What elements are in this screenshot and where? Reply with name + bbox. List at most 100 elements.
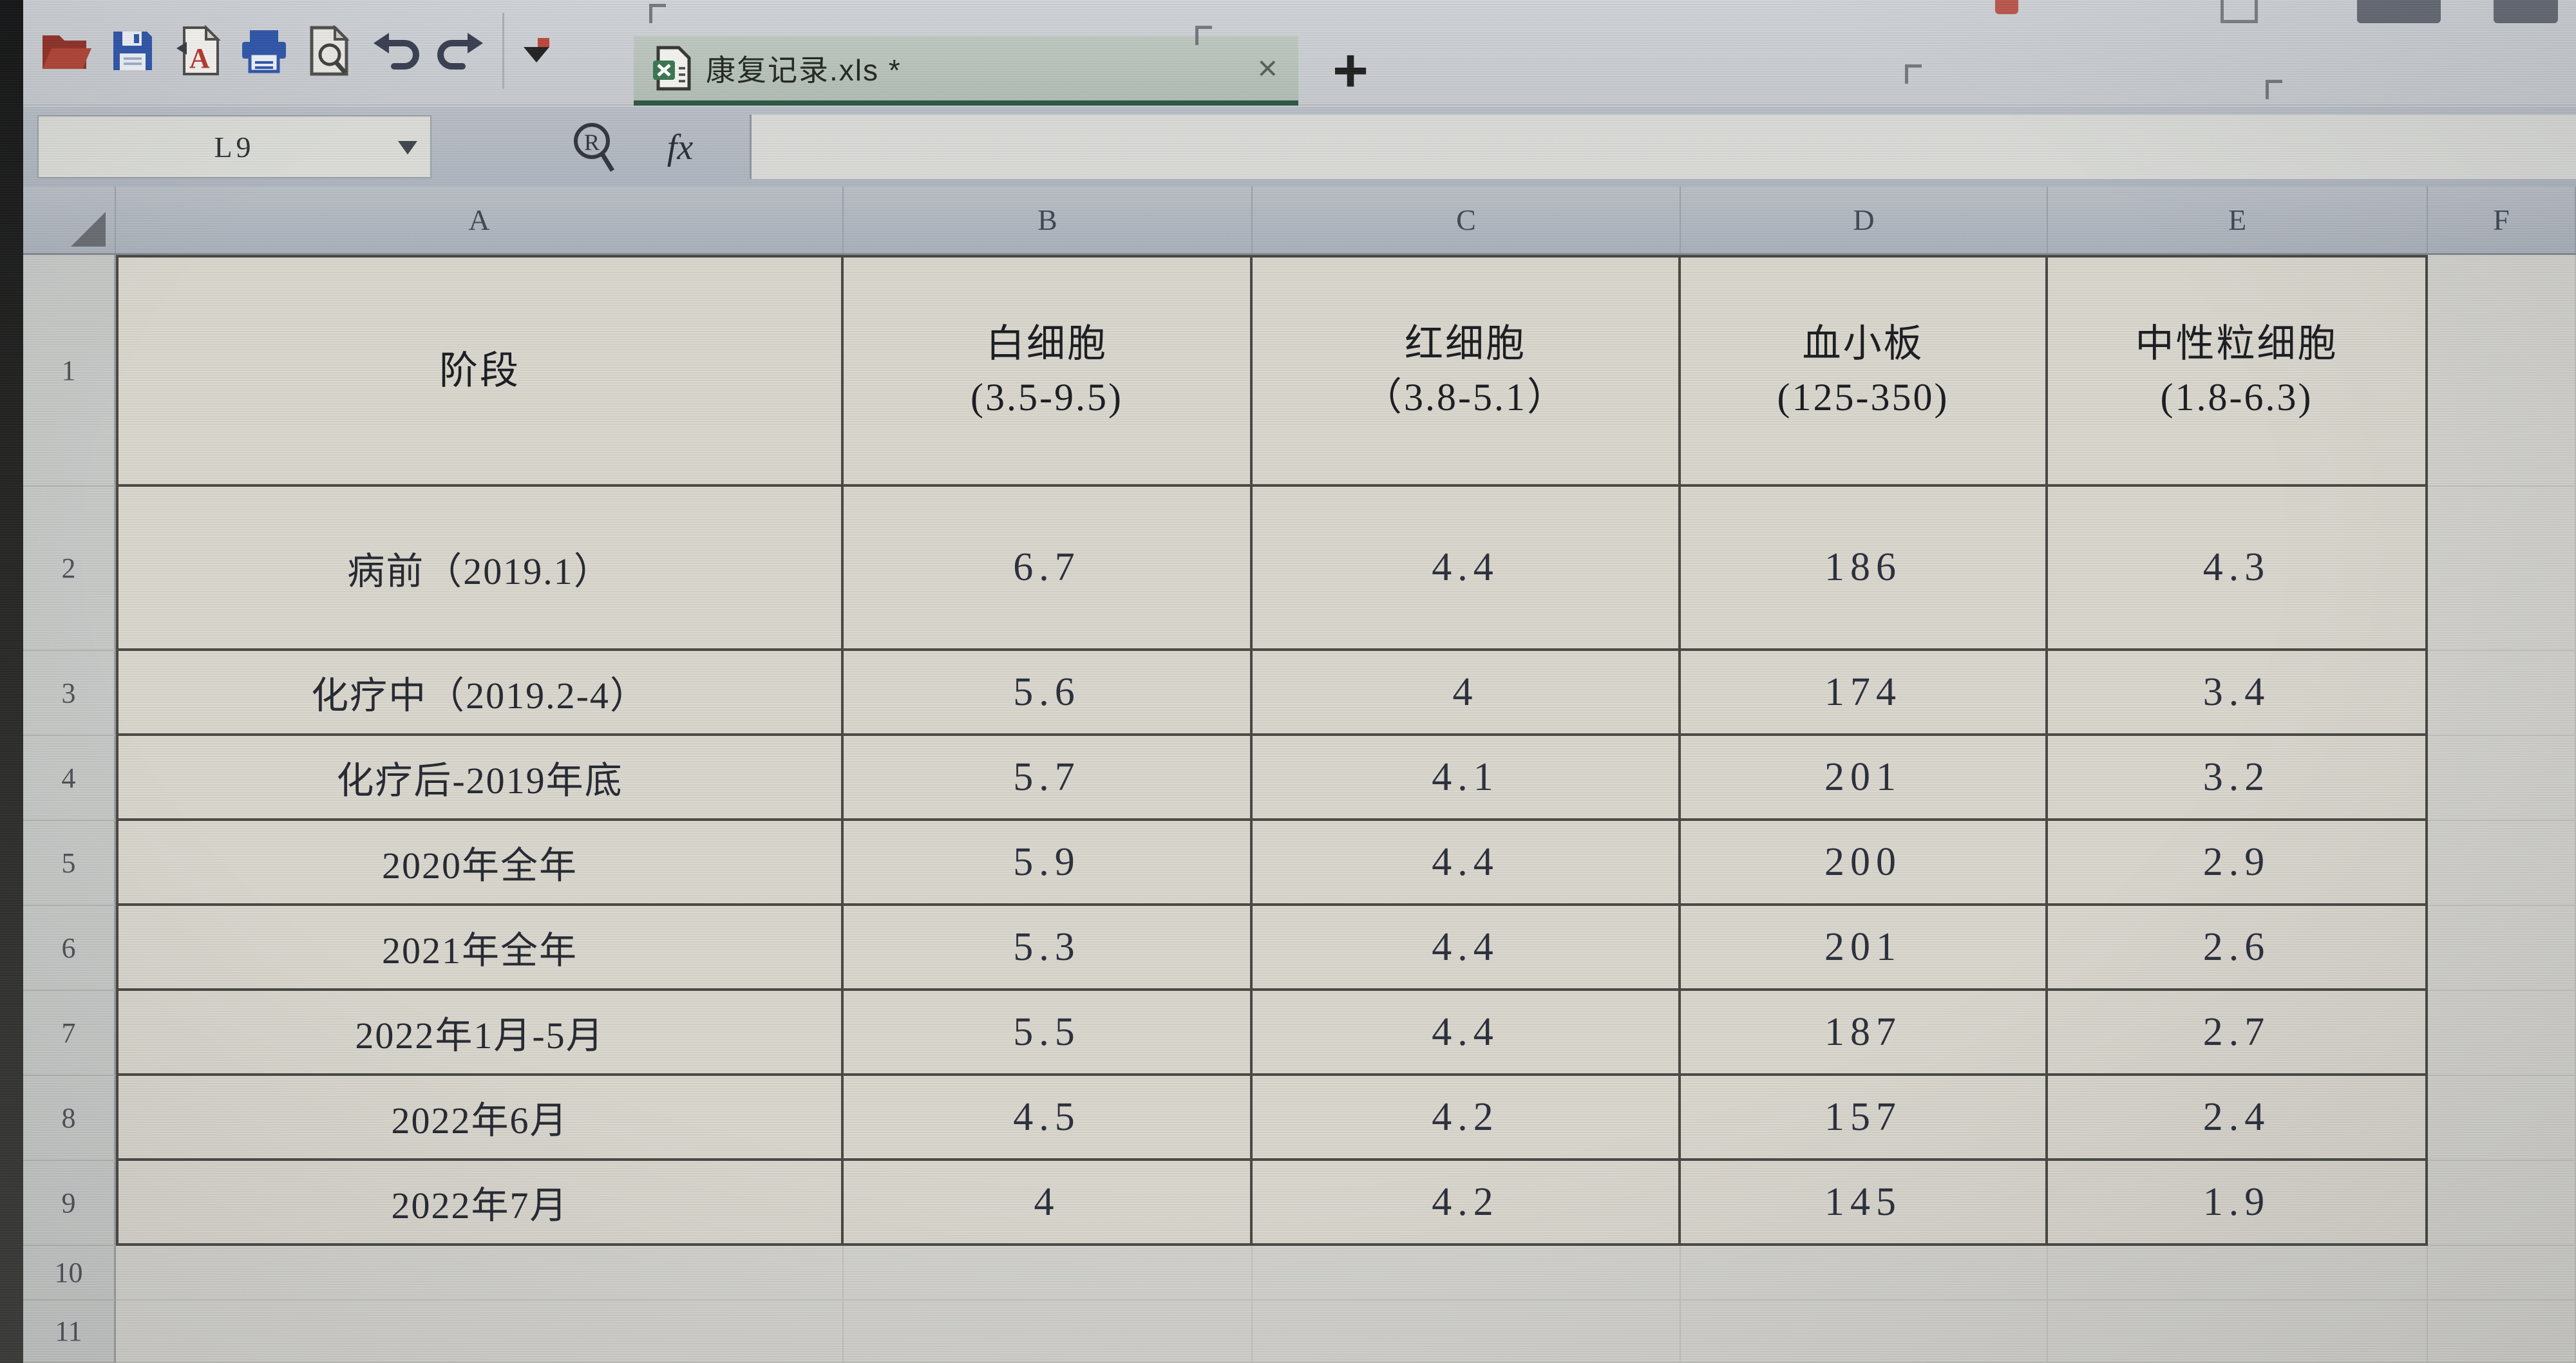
row-header-3[interactable]: 3 (23, 651, 116, 736)
cell-D6[interactable]: 201 (1681, 906, 2048, 991)
open-button[interactable] (37, 7, 97, 95)
cell-E2[interactable]: 4.3 (2048, 487, 2428, 651)
select-all-corner[interactable] (23, 187, 116, 253)
cell-A8[interactable]: 2022年6月 (116, 1076, 844, 1161)
row-header-7[interactable]: 7 (23, 991, 116, 1076)
cell-F6[interactable] (2428, 906, 2576, 991)
cell-A11[interactable] (116, 1301, 844, 1363)
row-header-4[interactable]: 4 (23, 736, 116, 821)
cell-C9[interactable]: 4.2 (1253, 1161, 1681, 1246)
cell-D5[interactable]: 200 (1681, 821, 2048, 906)
cell-E4[interactable]: 3.2 (2048, 736, 2428, 821)
row-header-11[interactable]: 11 (23, 1301, 116, 1363)
formula-input[interactable] (750, 115, 2576, 179)
row-header-6[interactable]: 6 (23, 906, 116, 991)
cell-E10[interactable] (2048, 1246, 2428, 1301)
cell-A4[interactable]: 化疗后-2019年底 (116, 736, 844, 821)
save-button[interactable] (103, 7, 162, 95)
cell-D9[interactable]: 145 (1681, 1161, 2048, 1246)
column-header-D[interactable]: D (1681, 187, 2048, 253)
cell-B9[interactable]: 4 (844, 1161, 1253, 1246)
cell-F4[interactable] (2428, 736, 2576, 821)
cell-F3[interactable] (2428, 651, 2576, 736)
cell-C2[interactable]: 4.4 (1253, 487, 1681, 651)
cell-F2[interactable] (2428, 487, 2576, 651)
cell-C11[interactable] (1253, 1301, 1681, 1363)
cell-C1[interactable]: 红细胞 （3.8-5.1） (1253, 255, 1681, 487)
cell-B11[interactable] (844, 1301, 1253, 1363)
cell-A2[interactable]: 病前（2019.1） (116, 487, 844, 651)
row-header-8[interactable]: 8 (23, 1076, 116, 1161)
cell-D4[interactable]: 201 (1681, 736, 2048, 821)
cell-D10[interactable] (1681, 1246, 2048, 1301)
cell-C10[interactable] (1253, 1246, 1681, 1301)
column-header-C[interactable]: C (1253, 187, 1681, 253)
row-header-2[interactable]: 2 (23, 487, 116, 651)
cell-C4[interactable]: 4.1 (1253, 736, 1681, 821)
cell-D11[interactable] (1681, 1301, 2048, 1363)
cell-A5[interactable]: 2020年全年 (116, 821, 844, 906)
cell-D1[interactable]: 血小板 (125-350) (1681, 255, 2048, 487)
cell-C8[interactable]: 4.2 (1253, 1076, 1681, 1161)
cell-F1[interactable] (2428, 255, 2576, 487)
column-header-E[interactable]: E (2048, 187, 2428, 253)
cell-B10[interactable] (844, 1246, 1253, 1301)
row-header-5[interactable]: 5 (23, 821, 116, 906)
column-header-B[interactable]: B (844, 187, 1253, 253)
cell-D2[interactable]: 186 (1681, 487, 2048, 651)
cell-C5[interactable]: 4.4 (1253, 821, 1681, 906)
cell-B8[interactable]: 4.5 (844, 1076, 1253, 1161)
cell-B6[interactable]: 5.3 (844, 906, 1253, 991)
cell-E7[interactable]: 2.7 (2048, 991, 2428, 1076)
cell-B7[interactable]: 5.5 (844, 991, 1253, 1076)
redo-button[interactable] (431, 7, 491, 95)
cell-F9[interactable] (2428, 1161, 2576, 1246)
row-header-10[interactable]: 10 (23, 1246, 116, 1301)
cell-E3[interactable]: 3.4 (2048, 651, 2428, 736)
export-pdf-button[interactable]: A (169, 7, 228, 95)
column-header-A[interactable]: A (116, 187, 844, 253)
cell-B3[interactable]: 5.6 (844, 651, 1253, 736)
cell-F8[interactable] (2428, 1076, 2576, 1161)
cell-D8[interactable]: 157 (1681, 1076, 2048, 1161)
cell-E9[interactable]: 1.9 (2048, 1161, 2428, 1246)
undo-button[interactable] (366, 7, 425, 95)
cell-D3[interactable]: 174 (1681, 651, 2048, 736)
cell-C7[interactable]: 4.4 (1253, 991, 1681, 1076)
lookup-button[interactable]: R (565, 118, 623, 176)
row-header-9[interactable]: 9 (23, 1161, 116, 1246)
name-box[interactable]: L9 (37, 115, 431, 178)
name-box-dropdown-icon[interactable] (398, 141, 417, 155)
cell-A7[interactable]: 2022年1月-5月 (116, 991, 844, 1076)
cell-E8[interactable]: 2.4 (2048, 1076, 2428, 1161)
new-tab-button[interactable]: + (1332, 36, 1369, 105)
cell-A3[interactable]: 化疗中（2019.2-4） (116, 651, 844, 736)
cell-E11[interactable] (2048, 1301, 2428, 1363)
cell-F7[interactable] (2428, 991, 2576, 1076)
insert-function-button[interactable]: fx (667, 127, 694, 167)
print-preview-button[interactable] (300, 7, 359, 95)
cell-E6[interactable]: 2.6 (2048, 906, 2428, 991)
print-button[interactable] (234, 7, 294, 95)
close-icon[interactable]: × (1257, 49, 1278, 88)
cell-A10[interactable] (116, 1246, 844, 1301)
cell-F10[interactable] (2428, 1246, 2576, 1301)
cell-C3[interactable]: 4 (1253, 651, 1681, 736)
customize-toolbar-dropdown[interactable] (516, 7, 557, 95)
column-header-F[interactable]: F (2428, 187, 2576, 253)
cell-F5[interactable] (2428, 821, 2576, 906)
cell-B5[interactable]: 5.9 (844, 821, 1253, 906)
cell-B2[interactable]: 6.7 (844, 487, 1253, 651)
cell-E5[interactable]: 2.9 (2048, 821, 2428, 906)
row-header-1[interactable]: 1 (23, 255, 116, 487)
cell-A1[interactable]: 阶段 (116, 255, 844, 487)
cell-A6[interactable]: 2021年全年 (116, 906, 844, 991)
cell-F11[interactable] (2428, 1301, 2576, 1363)
cell-B4[interactable]: 5.7 (844, 736, 1253, 821)
cell-C6[interactable]: 4.4 (1253, 906, 1681, 991)
cell-B1[interactable]: 白细胞 (3.5-9.5) (844, 255, 1253, 487)
document-tab[interactable]: 康复记录.xls * × (634, 36, 1298, 106)
cell-E1[interactable]: 中性粒细胞 (1.8-6.3) (2048, 255, 2428, 487)
cell-A9[interactable]: 2022年7月 (116, 1161, 844, 1246)
cell-D7[interactable]: 187 (1681, 991, 2048, 1076)
